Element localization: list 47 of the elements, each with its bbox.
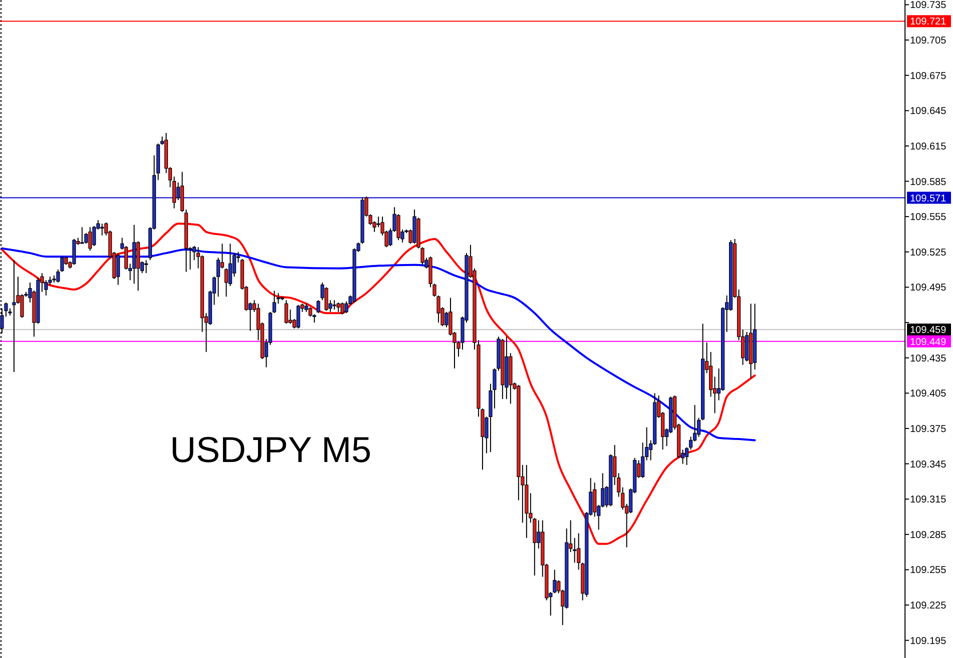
y-tick-label: 109.225 (910, 600, 947, 612)
y-tick-label: 109.705 (910, 36, 947, 47)
y-tick-label: 109.675 (910, 70, 947, 82)
line-series (1, 222, 756, 545)
candlestick (684, 446, 689, 466)
candlestick (72, 238, 76, 266)
y-tick-label: 109.585 (910, 176, 947, 188)
candlestick (224, 268, 228, 298)
candlestick (88, 226, 92, 252)
candlestick (552, 569, 556, 594)
candlestick (688, 436, 693, 450)
y-tick-label: 109.735 (910, 0, 947, 12)
candlestick (84, 232, 88, 244)
y-tick-label: 109.615 (910, 141, 947, 152)
y-tick-label: 109.285 (910, 530, 947, 541)
candlestick (336, 302, 340, 312)
y-tick-label: 109.195 (910, 636, 947, 647)
candlestick (284, 300, 288, 324)
ref-line-label: 109.571 (910, 193, 947, 204)
y-tick-label: 109.375 (910, 424, 947, 435)
candlestick (316, 300, 320, 314)
y-tick-label: 109.315 (910, 494, 947, 506)
ref-line-label: 109.721 (910, 16, 947, 28)
y-tick-label: 109.255 (910, 565, 947, 576)
ref-line-label: 109.459 (910, 325, 947, 336)
candlestick (324, 286, 328, 312)
y-tick-label: 109.435 (910, 353, 947, 364)
ref-line-label: 109.449 (910, 336, 947, 348)
y-tick-label: 109.405 (910, 388, 947, 400)
candlestick (100, 223, 104, 236)
candlestick (296, 304, 300, 329)
y-tick-label: 109.645 (910, 106, 947, 118)
candlestick (532, 517, 536, 576)
candlestick (116, 252, 120, 286)
y-tick-label: 109.555 (910, 212, 947, 224)
candlestick (332, 300, 336, 310)
candlestick (12, 260, 16, 372)
candlestick (340, 302, 344, 315)
candlestick (572, 537, 576, 564)
candlestick (144, 260, 148, 274)
candlestick (308, 306, 312, 318)
annotation: USDJPY M5 (170, 429, 372, 470)
y-tick-label: 109.495 (910, 282, 947, 294)
candlestick (80, 226, 84, 244)
y-tick-label: 109.525 (910, 247, 947, 258)
candlestick (344, 300, 348, 314)
y-tick-label: 109.345 (910, 459, 947, 470)
